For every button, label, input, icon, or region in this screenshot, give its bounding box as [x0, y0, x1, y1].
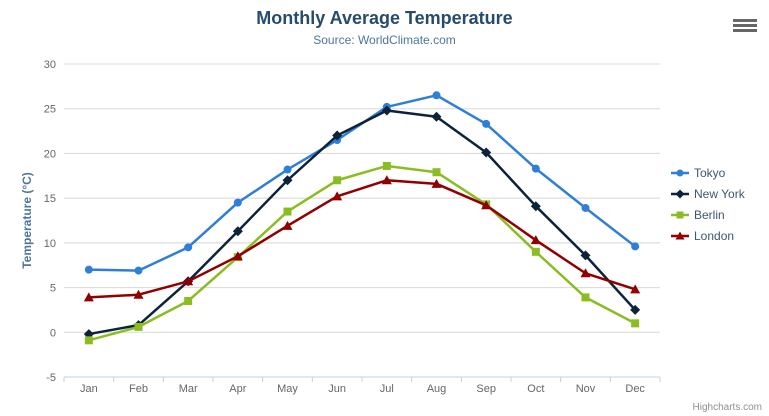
- data-point-berlin[interactable]: [333, 176, 342, 185]
- x-axis-tick-label: Feb: [129, 383, 148, 395]
- data-point-tokyo[interactable]: [631, 242, 640, 251]
- series-line-tokyo: [88, 94, 636, 272]
- y-axis-tick-label: -5: [46, 372, 56, 384]
- legend: Tokyo New York Berlin London: [671, 162, 745, 246]
- data-point-london[interactable]: [232, 251, 243, 261]
- legend-marker-shape: [676, 169, 684, 176]
- y-axis-tick-label: 30: [44, 59, 56, 71]
- legend-marker-shape: [675, 189, 685, 198]
- series-line-london: [88, 179, 636, 299]
- series-line-berlin: [88, 164, 636, 342]
- data-point-new-york[interactable]: [630, 304, 641, 315]
- data-point-berlin[interactable]: [134, 322, 143, 331]
- x-axis-tick-label: Nov: [576, 383, 596, 395]
- x-axis-tick-label: Oct: [527, 383, 544, 395]
- data-point-new-york[interactable]: [282, 175, 293, 186]
- x-axis-tick-label: Apr: [229, 383, 246, 395]
- data-point-berlin[interactable]: [531, 247, 540, 256]
- legend-item-berlin[interactable]: Berlin: [671, 204, 745, 225]
- chart-subtitle: Source: WorldClimate.com: [313, 33, 456, 47]
- data-point-berlin[interactable]: [631, 319, 640, 328]
- data-point-new-york[interactable]: [431, 111, 442, 122]
- data-point-london[interactable]: [381, 175, 392, 185]
- data-point-tokyo[interactable]: [432, 91, 441, 100]
- data-point-london[interactable]: [530, 235, 541, 245]
- x-axis-tick-label: Jul: [380, 383, 394, 395]
- data-point-london[interactable]: [431, 178, 442, 188]
- y-axis-tick-label: 25: [44, 104, 56, 116]
- data-point-london[interactable]: [332, 191, 343, 201]
- chart-title: Monthly Average Temperature: [256, 8, 513, 28]
- y-axis-tick-label: 0: [50, 327, 56, 339]
- x-axis-tick-label: Dec: [625, 383, 645, 395]
- data-point-london[interactable]: [83, 292, 94, 302]
- legend-item-tokyo[interactable]: Tokyo: [671, 162, 745, 183]
- data-point-london[interactable]: [282, 220, 293, 230]
- data-point-tokyo[interactable]: [482, 119, 491, 128]
- legend-marker-shape: [675, 231, 685, 239]
- legend-marker-square-icon: [671, 211, 689, 218]
- data-point-tokyo[interactable]: [283, 165, 292, 174]
- y-axis-tick-label: 5: [50, 283, 56, 295]
- legend-marker-diamond-icon: [671, 189, 689, 198]
- legend-label-berlin: Berlin: [694, 207, 725, 222]
- data-point-london[interactable]: [183, 276, 194, 286]
- data-point-london[interactable]: [630, 284, 641, 294]
- x-axis-tick-label: Sep: [476, 383, 496, 395]
- data-point-london[interactable]: [580, 268, 591, 278]
- data-point-new-york[interactable]: [530, 201, 541, 212]
- y-axis-title: Temperature (°C): [20, 172, 34, 269]
- x-axis-tick-label: Jun: [328, 383, 346, 395]
- data-point-london[interactable]: [133, 289, 144, 299]
- data-point-berlin[interactable]: [382, 161, 391, 170]
- data-point-new-york[interactable]: [232, 226, 243, 237]
- x-axis-tick-label: Jan: [80, 383, 98, 395]
- export-menu-icon[interactable]: [733, 19, 757, 35]
- legend-label-tokyo: Tokyo: [694, 165, 726, 180]
- data-point-berlin[interactable]: [184, 296, 193, 305]
- data-point-london[interactable]: [481, 200, 492, 210]
- x-axis-tick-label: May: [277, 383, 298, 395]
- legend-label-new-york: New York: [694, 186, 745, 201]
- credits-link[interactable]: Highcharts.com: [692, 402, 762, 413]
- data-point-berlin[interactable]: [84, 336, 93, 345]
- data-point-tokyo[interactable]: [184, 243, 193, 252]
- data-point-new-york[interactable]: [381, 105, 392, 116]
- y-axis-tick-label: 20: [44, 148, 56, 160]
- data-point-new-york[interactable]: [580, 250, 591, 261]
- data-point-tokyo[interactable]: [84, 265, 93, 274]
- data-point-berlin[interactable]: [581, 293, 590, 302]
- legend-label-london: London: [694, 228, 735, 243]
- data-point-berlin[interactable]: [283, 207, 292, 216]
- series-line-new-york: [88, 109, 637, 336]
- legend-marker-circle-icon: [671, 169, 689, 176]
- data-point-tokyo[interactable]: [581, 203, 590, 212]
- data-point-new-york[interactable]: [332, 130, 343, 141]
- data-point-tokyo[interactable]: [233, 198, 242, 207]
- x-axis-tick-label: Aug: [427, 383, 447, 395]
- x-axis-tick-label: Mar: [179, 383, 198, 395]
- y-axis-tick-label: 15: [44, 193, 56, 205]
- legend-marker-triangle-icon: [671, 231, 689, 239]
- data-point-berlin[interactable]: [432, 168, 441, 177]
- legend-marker-shape: [676, 211, 684, 218]
- data-point-tokyo[interactable]: [134, 266, 143, 275]
- y-axis-tick-label: 10: [44, 238, 56, 250]
- legend-item-new-york[interactable]: New York: [671, 183, 745, 204]
- data-point-new-york[interactable]: [481, 147, 492, 158]
- data-point-tokyo[interactable]: [531, 164, 540, 173]
- legend-item-london[interactable]: London: [671, 225, 745, 246]
